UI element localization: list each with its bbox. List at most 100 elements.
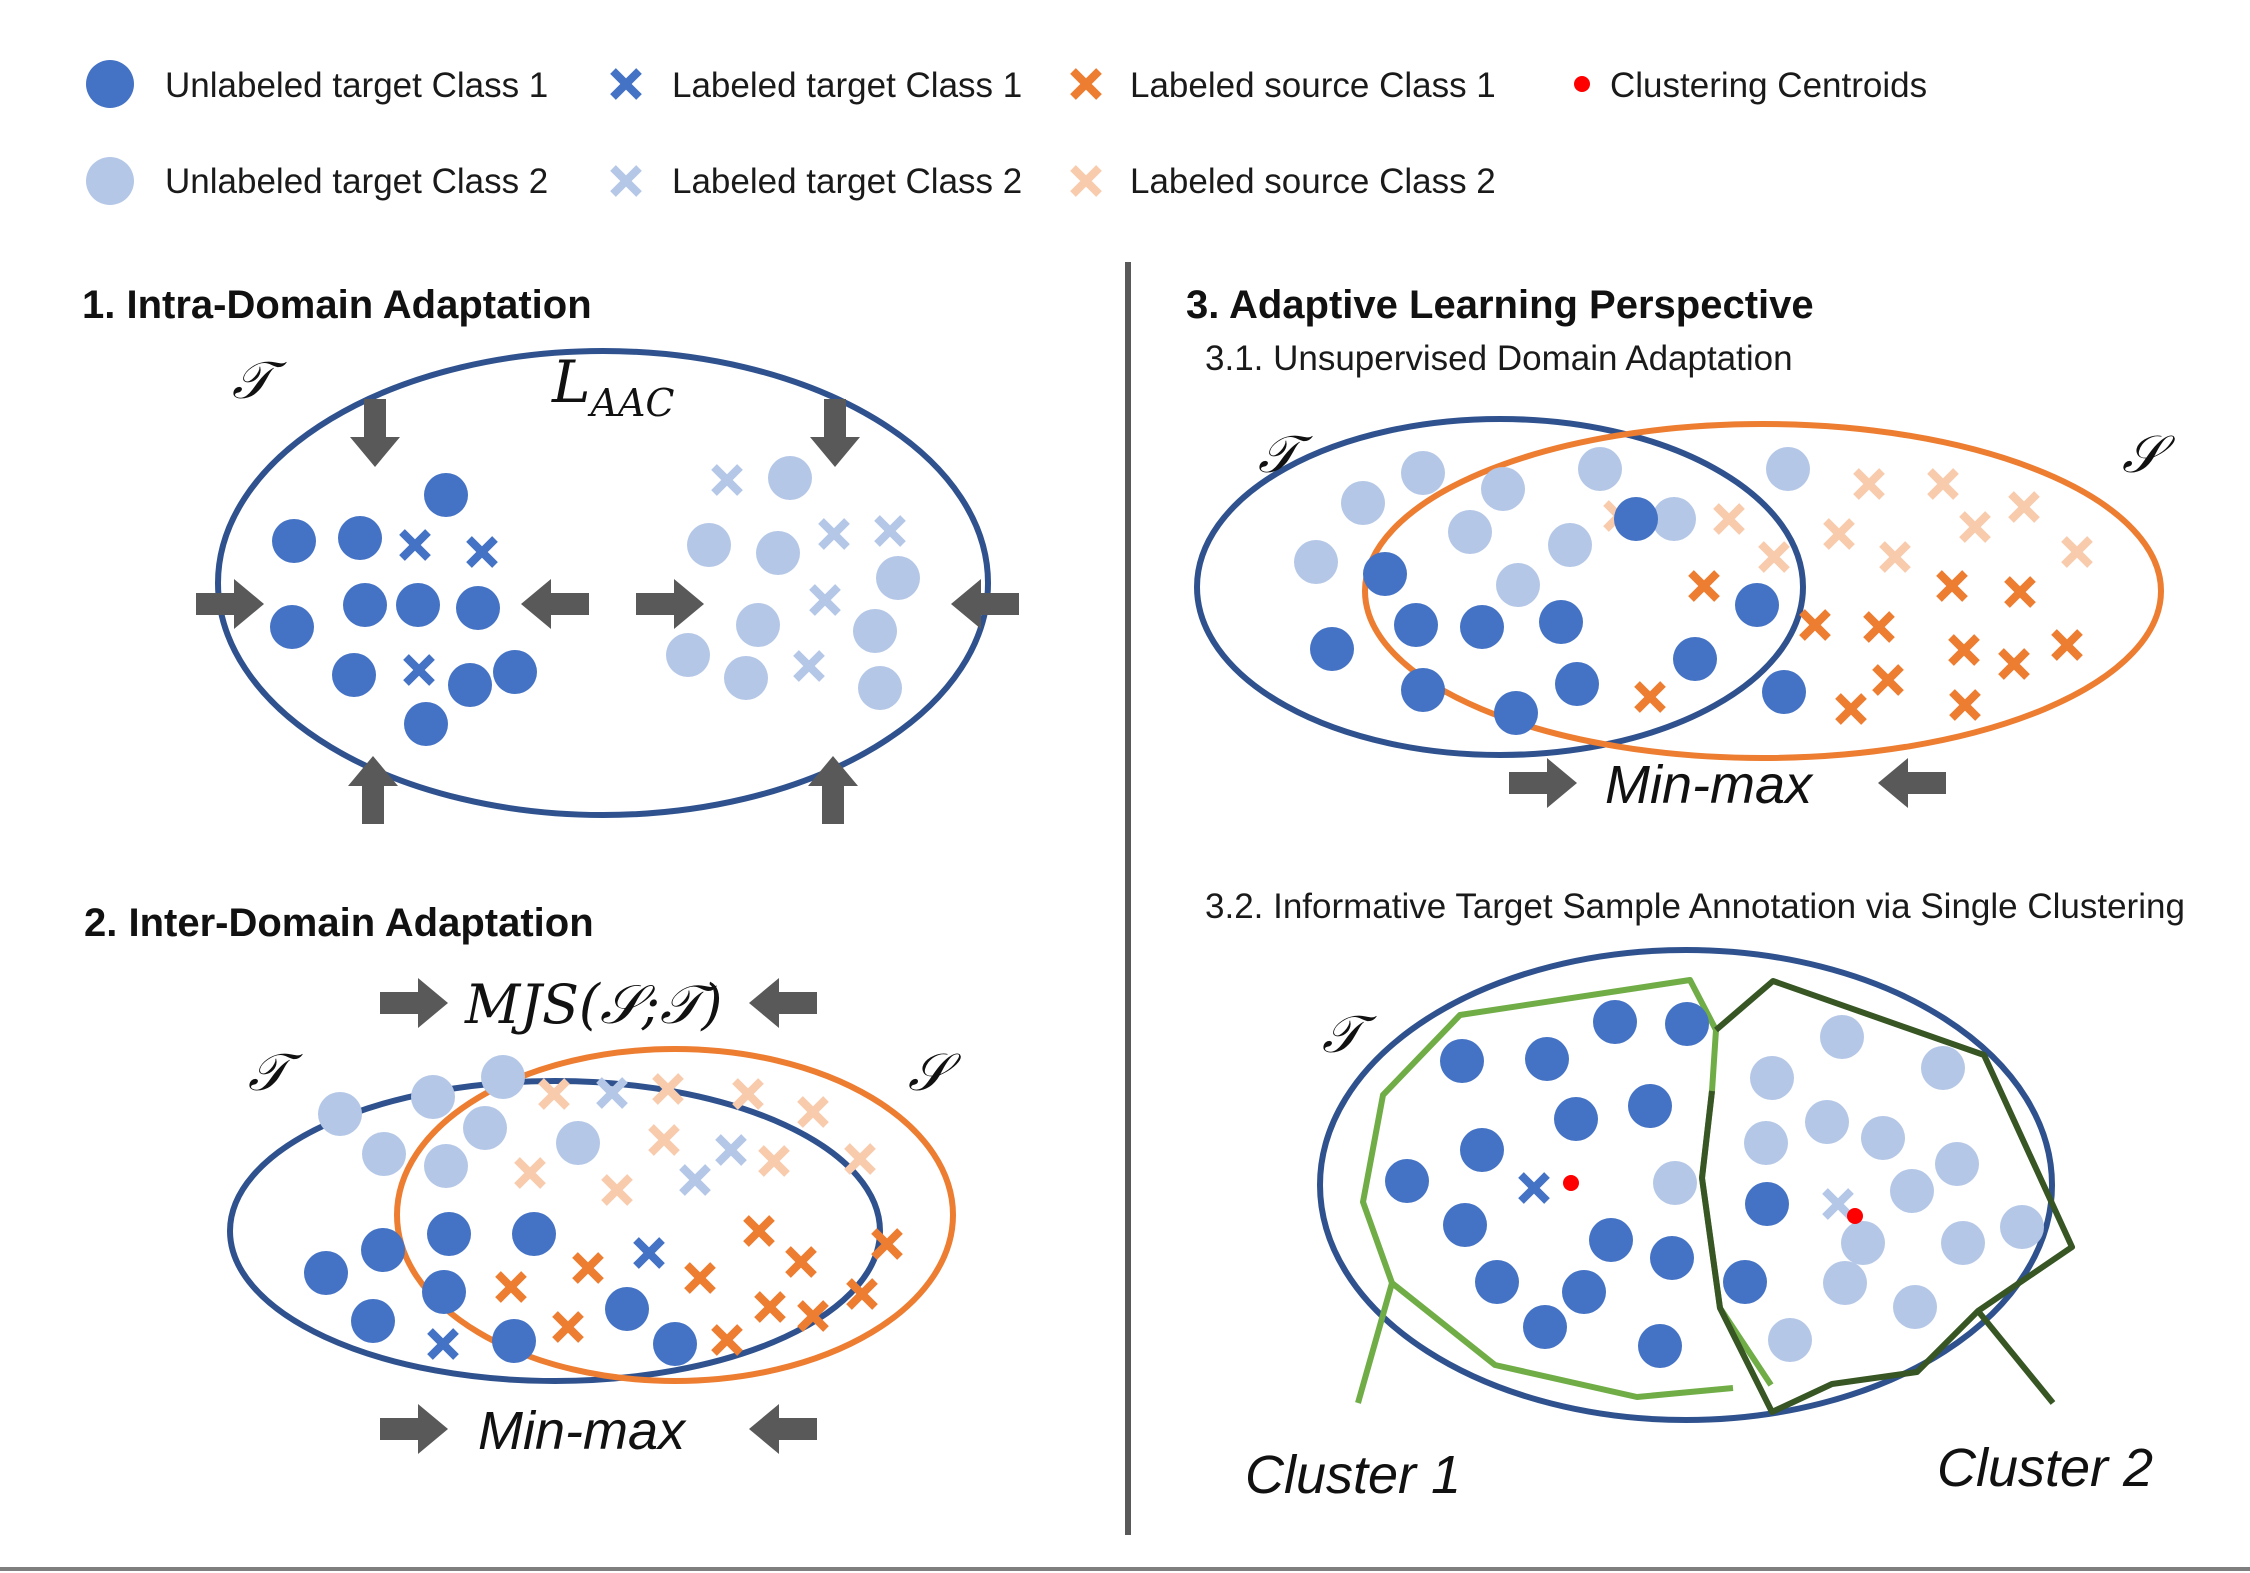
labeled-source-class1-mark [1691, 573, 1717, 599]
unlabeled-target-class1-point [1614, 497, 1658, 541]
labeled-source-class2-mark [1962, 514, 1988, 540]
labeled-target-class1-mark [1521, 1175, 1547, 1201]
compression-arrow [196, 579, 264, 629]
unlabeled-target-class1-point [512, 1212, 556, 1256]
labeled-source-class1-mark [1939, 573, 1965, 599]
legend-marker-unlabeled-target-2 [86, 157, 134, 205]
clustering-centroid [1847, 1208, 1863, 1224]
legend-marker-labeled-target-2 [613, 168, 639, 194]
labeled-target-class1-mark [430, 1331, 456, 1357]
unlabeled-target-class2-point [1820, 1015, 1864, 1059]
cluster1-boundary-lower [1390, 1280, 1734, 1400]
labeled-source-class2-mark [2011, 494, 2037, 520]
unlabeled-target-class2-point [1750, 1056, 1794, 1100]
unlabeled-target-class2-point [1744, 1121, 1788, 1165]
labeled-source-class1-mark [2007, 579, 2033, 605]
labeled-source-class2-mark [1826, 521, 1852, 547]
labeled-target-class2-mark [682, 1167, 708, 1193]
unlabeled-target-class2-point [1805, 1100, 1849, 1144]
compression-arrow [636, 579, 704, 629]
labeled-source-class2-mark [761, 1148, 787, 1174]
legend-marker-labeled-source-2 [1073, 168, 1099, 194]
unlabeled-target-class1-point [1673, 637, 1717, 681]
minmax-label: Min-max [478, 1401, 687, 1461]
source-domain-ellipse [1362, 421, 2164, 761]
unlabeled-target-class2-point [1548, 523, 1592, 567]
legend-label-labeled-source-1: Labeled source Class 1 [1130, 66, 1496, 105]
unlabeled-target-class1-point [272, 519, 316, 563]
unlabeled-target-class2-point [1841, 1221, 1885, 1265]
unlabeled-target-class2-point [1823, 1261, 1867, 1305]
unlabeled-target-class2-point [318, 1092, 362, 1136]
labeled-target-class2-mark [877, 518, 903, 544]
unlabeled-target-class1-point [653, 1322, 697, 1366]
unlabeled-target-class1-point [1593, 1000, 1637, 1044]
labeled-target-class2-mark [1825, 1191, 1851, 1217]
minmax-right-arrow [749, 1404, 817, 1454]
unlabeled-target-class1-point [605, 1287, 649, 1331]
cluster2-label: Cluster 2 [1937, 1438, 2153, 1498]
unlabeled-target-class2-point [687, 523, 731, 567]
source-domain-ellipse [394, 1046, 956, 1384]
unlabeled-target-class1-point [1650, 1236, 1694, 1280]
minmax-right-arrow [1878, 758, 1946, 808]
unlabeled-target-class1-point [493, 650, 537, 694]
source-domain-label: 𝒮 [908, 1043, 962, 1103]
unlabeled-target-class2-point [1861, 1116, 1905, 1160]
unlabeled-target-class2-point [1893, 1285, 1937, 1329]
unlabeled-target-class1-point [1723, 1260, 1767, 1304]
mjs-left-arrow [380, 978, 448, 1028]
unlabeled-target-class2-point [463, 1106, 507, 1150]
mjs-right-arrow [749, 978, 817, 1028]
unlabeled-target-class2-point [1941, 1221, 1985, 1265]
unlabeled-target-class2-point [556, 1121, 600, 1165]
unlabeled-target-class2-point [481, 1055, 525, 1099]
panel2-title: 2. Inter-Domain Adaptation [84, 901, 594, 945]
panel2-points [304, 1055, 900, 1366]
unlabeled-target-class1-point [1562, 1270, 1606, 1314]
legend-marker-unlabeled-target-1 [86, 60, 134, 108]
compression-arrow [808, 756, 858, 824]
panel3-sub2-title: 3.2. Informative Target Sample Annotatio… [1205, 887, 2185, 926]
labeled-source-class2-mark [541, 1081, 567, 1107]
unlabeled-target-class1-point [1385, 1159, 1429, 1203]
labeled-target-class1-mark [406, 657, 432, 683]
unlabeled-target-class1-point [343, 583, 387, 627]
unlabeled-target-class1-point [456, 586, 500, 630]
target-domain-label: 𝒯 [1258, 425, 1313, 485]
unlabeled-target-class1-point [492, 1319, 536, 1363]
labeled-target-class2-mark [714, 467, 740, 493]
labeled-target-class2-mark [821, 521, 847, 547]
unlabeled-target-class2-point [411, 1075, 455, 1119]
labeled-source-class2-mark [800, 1099, 826, 1125]
unlabeled-target-class2-point [1481, 467, 1525, 511]
labeled-target-class1-mark [469, 539, 495, 565]
panel-adaptive-learning: 3. Adaptive Learning Perspective 3.1. Un… [1186, 283, 2185, 1505]
unlabeled-target-class1-point [404, 702, 448, 746]
unlabeled-target-class2-point [724, 656, 768, 700]
labeled-source-class2-mark [1716, 506, 1742, 532]
labeled-source-class1-mark [1838, 696, 1864, 722]
legend-marker-labeled-source-1 [1073, 71, 1099, 97]
panel-inter-domain: 2. Inter-Domain Adaptation MJS(𝒮;𝒯) 𝒯 𝒮 … [84, 901, 962, 1461]
labeled-source-class2-mark [651, 1127, 677, 1153]
labeled-source-class1-mark [1802, 612, 1828, 638]
unlabeled-target-class1-point [1460, 1128, 1504, 1172]
unlabeled-target-class2-point [1448, 510, 1492, 554]
unlabeled-target-class2-point [1921, 1046, 1965, 1090]
labeled-source-class2-mark [604, 1177, 630, 1203]
target-domain-label: 𝒯 [1322, 1005, 1377, 1065]
legend-label-labeled-target-1: Labeled target Class 1 [672, 66, 1022, 105]
labeled-source-class1-mark [1951, 637, 1977, 663]
panel1-title: 1. Intra-Domain Adaptation [82, 283, 592, 327]
labeled-target-class1-mark [402, 532, 428, 558]
target-domain-ellipse [1317, 947, 2055, 1423]
cluster2-boundary-tail [1975, 1309, 2056, 1405]
labeled-source-class2-mark [847, 1146, 873, 1172]
labeled-source-class1-mark [1952, 692, 1978, 718]
compression-arrows [196, 399, 1019, 824]
unlabeled-target-class2-point [876, 556, 920, 600]
unlabeled-target-class2-point [1935, 1142, 1979, 1186]
unlabeled-target-class2-point [666, 633, 710, 677]
panel1-points [270, 456, 920, 746]
